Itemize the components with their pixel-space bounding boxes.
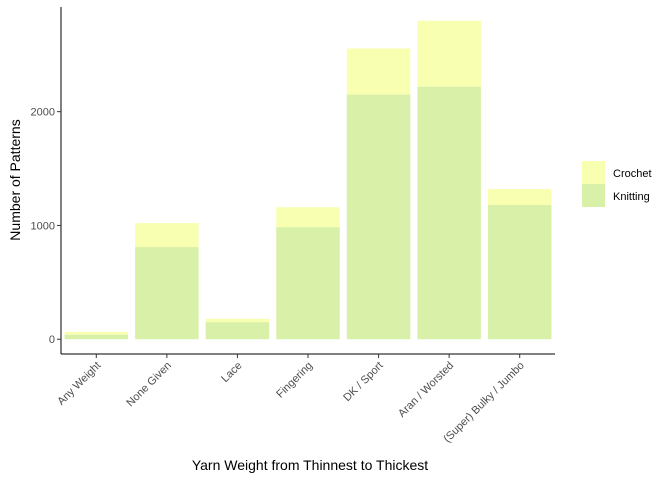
x-tick-label: None Given <box>124 360 174 410</box>
bar-crochet-0 <box>64 331 129 335</box>
y-tick-label: 0 <box>49 334 55 346</box>
x-tick-label: Any Weight <box>55 360 103 408</box>
y-axis-title: Number of Patterns <box>7 119 23 240</box>
bar-knitting-5 <box>417 86 481 340</box>
bar-crochet-4 <box>346 48 411 95</box>
y-ticks: 0 1000 2000 <box>31 107 61 346</box>
x-tick-label: Lace <box>219 360 244 385</box>
legend-label-knitting: Knitting <box>613 191 650 203</box>
bar-knitting-6 <box>487 204 552 340</box>
bar-knitting-0 <box>64 334 129 340</box>
bar-crochet-2 <box>205 318 270 323</box>
legend: Crochet Knitting <box>582 161 652 207</box>
bar-crochet-1 <box>135 223 199 248</box>
bar-knitting-4 <box>346 94 411 340</box>
x-tick-label: Aran / Worsted <box>396 360 456 420</box>
x-axis-title: Yarn Weight from Thinnest to Thickest <box>192 457 428 473</box>
bar-knitting-3 <box>276 227 340 340</box>
bar-crochet-5 <box>417 20 481 87</box>
y-tick-label: 2000 <box>31 107 55 119</box>
legend-key-crochet <box>582 161 605 184</box>
bar-crochet-6 <box>487 189 552 205</box>
x-tick-label: DK / Sport <box>341 360 385 404</box>
bars <box>64 20 552 340</box>
x-ticks: Any Weight None Given Lace Fingering DK / Sp… <box>55 354 527 445</box>
x-tick-label: (Super) Bulky / Jumbo <box>441 360 526 445</box>
legend-label-crochet: Crochet <box>613 168 652 180</box>
y-tick-label: 1000 <box>31 220 55 232</box>
legend-key-knitting <box>582 184 605 207</box>
x-tick-label: Fingering <box>274 360 315 401</box>
bar-knitting-2 <box>205 322 270 340</box>
bar-crochet-3 <box>276 207 340 228</box>
bar-knitting-1 <box>135 247 199 340</box>
